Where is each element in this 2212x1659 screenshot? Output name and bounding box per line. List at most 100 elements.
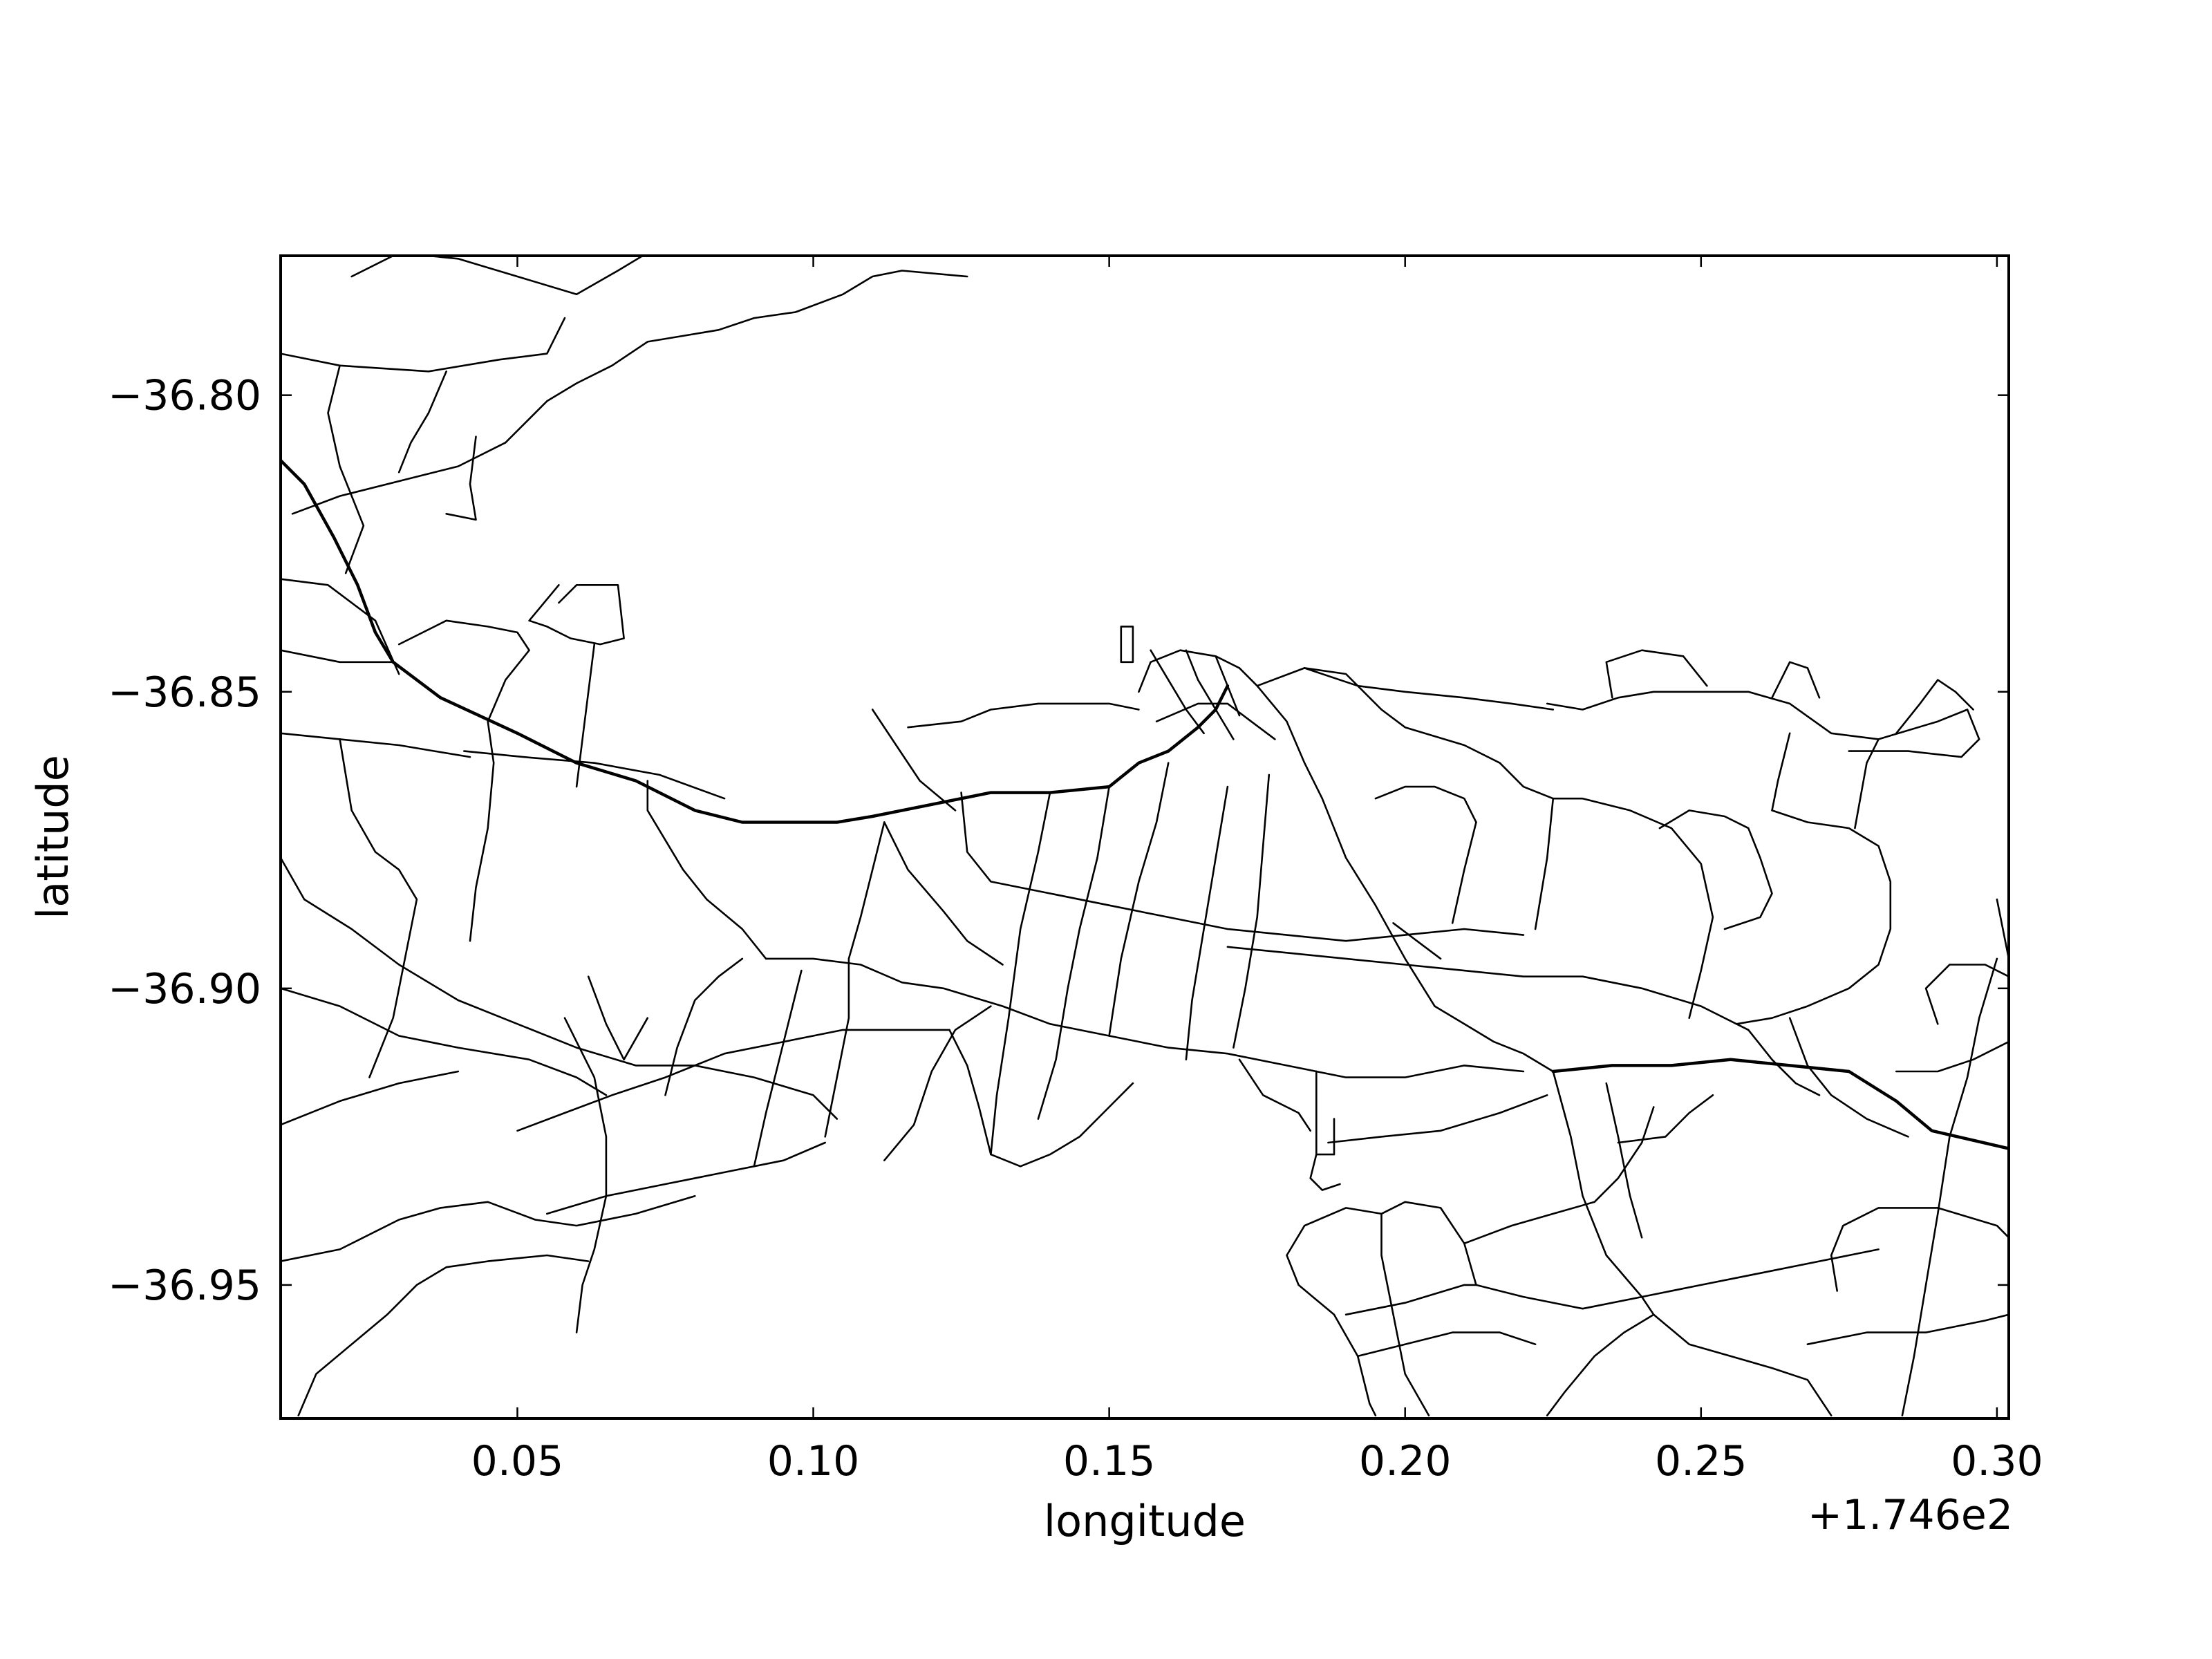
road-line-57 [1788, 1017, 1909, 1138]
x-tick-label-4: 0.25 [1655, 1437, 1747, 1485]
road-line-19 [545, 1141, 826, 1215]
road-line-54 [1735, 809, 1892, 1025]
road-line-80 [948, 1029, 1134, 1168]
road-line-4 [281, 732, 471, 758]
road-line-31 [1185, 785, 1229, 1061]
road-line-86 [397, 370, 448, 474]
y-tick-label-3: −36.95 [108, 1262, 261, 1310]
road-line-25 [824, 821, 885, 1138]
road-line-34 [1155, 702, 1276, 740]
road-line-3 [463, 750, 726, 800]
road-line-17 [297, 1254, 590, 1416]
axes-frame [279, 254, 2010, 1420]
road-line-75 [1463, 1201, 1595, 1245]
road-line-68 [1806, 1313, 2009, 1345]
road-line-16 [281, 1194, 696, 1262]
road-line-61 [1996, 898, 2009, 960]
y-tick-label-2: −36.90 [108, 965, 261, 1013]
x-tick-label-0: 0.05 [471, 1437, 564, 1485]
road-line-73 [1356, 1331, 1537, 1358]
road-line-38 [1120, 626, 1134, 664]
road-line-59 [1924, 964, 2009, 1025]
x-tick-label-5: 0.30 [1951, 1437, 2043, 1485]
road-line-40 [1256, 684, 1324, 800]
road-line-12 [339, 738, 418, 1078]
road-line-55 [1771, 732, 1791, 812]
road-line-89 [1374, 785, 1477, 823]
motorway-line-0 [281, 458, 1200, 824]
road-line-28 [990, 791, 1051, 1156]
road-line-85 [445, 435, 477, 521]
x-axis-label: longitude [1044, 1496, 1246, 1546]
road-line-84 [575, 643, 596, 788]
road-line-62 [1901, 957, 1998, 1416]
road-line-88 [1534, 797, 1555, 930]
road-line-66 [1653, 1313, 1833, 1416]
road-line-32 [1232, 774, 1271, 1049]
road-line-51 [1771, 661, 1821, 699]
road-line-82 [883, 1005, 992, 1161]
road-line-90 [1392, 922, 1442, 960]
road-line-9 [281, 317, 566, 373]
road-line-60 [1895, 1040, 2009, 1073]
road-line-20 [563, 1017, 608, 1333]
road-line-36 [1185, 649, 1235, 740]
road-line-15 [281, 1070, 460, 1126]
road-line-44 [1434, 1005, 1555, 1073]
y-tick-label-0: −36.80 [108, 372, 261, 420]
road-line-78 [664, 957, 744, 1096]
x-tick-label-1: 0.10 [767, 1437, 860, 1485]
road-line-10 [327, 364, 365, 574]
road-network-layer [281, 256, 2009, 1416]
y-axis-label: latitude [28, 755, 78, 919]
road-line-63 [1552, 1070, 1655, 1316]
road-line-22 [646, 780, 767, 960]
road-line-50 [1605, 649, 1708, 699]
x-tick-label-2: 0.15 [1063, 1437, 1156, 1485]
road-line-76 [1593, 1106, 1655, 1203]
road-line-27 [960, 791, 1525, 942]
road-line-64 [1605, 1082, 1643, 1239]
road-line-79 [753, 969, 803, 1168]
road-line-6 [281, 649, 395, 664]
plot-area [279, 254, 2010, 1420]
road-line-43 [1303, 667, 1555, 711]
x-tick-label-3: 0.20 [1359, 1437, 1452, 1485]
road-line-46 [1327, 1094, 1548, 1144]
road-line-56 [1854, 738, 1880, 830]
road-line-29 [1037, 785, 1110, 1120]
road-line-69 [1830, 1207, 2009, 1292]
road-line-21 [587, 975, 649, 1061]
road-line-7 [291, 270, 968, 515]
road-line-77 [1617, 1094, 1714, 1144]
road-line-35 [1150, 649, 1205, 735]
road-line-81 [883, 821, 1004, 966]
road-line-5 [281, 578, 400, 675]
road-line-33 [1138, 649, 1258, 693]
road-line-30 [1108, 762, 1170, 1037]
road-line-47 [1309, 1153, 1341, 1191]
road-line-87 [1451, 821, 1477, 924]
road-line-65 [1546, 1313, 1655, 1416]
road-line-14 [281, 987, 608, 1096]
road-line-71 [1380, 1201, 1643, 1310]
road-line-41 [1321, 797, 1436, 1007]
road-line-39 [1256, 667, 1714, 1019]
road-line-52 [1895, 679, 1974, 735]
road-line-74 [1344, 1284, 1477, 1316]
y-tick-label-1: −36.85 [108, 668, 261, 717]
road-line-18 [516, 1029, 950, 1132]
road-line-83 [528, 583, 625, 646]
road-line-8 [350, 256, 645, 296]
axis-ticks-layer [281, 256, 2009, 1418]
road-line-13 [281, 856, 838, 1120]
road-line-53 [1658, 809, 1773, 930]
x-axis-offset-label: +1.746e2 [1808, 1491, 2013, 1539]
road-line-48 [1238, 1058, 1311, 1132]
motorway-line-2 [1551, 1058, 2009, 1150]
road-line-11 [397, 619, 530, 942]
road-line-67 [1640, 1248, 1880, 1298]
road-line-72 [1380, 1212, 1430, 1416]
